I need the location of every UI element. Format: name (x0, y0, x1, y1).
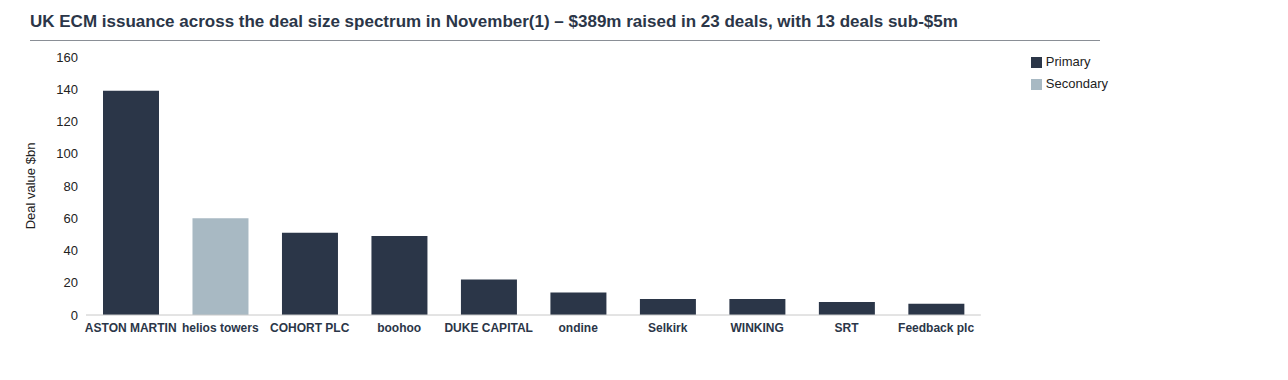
svg-text:Feedback plc: Feedback plc (898, 321, 974, 335)
svg-text:80: 80 (64, 179, 78, 194)
svg-text:COHORT PLC: COHORT PLC (270, 321, 350, 335)
html-text:Secondary: Secondary (1045, 76, 1108, 91)
svg-text:40: 40 (64, 243, 78, 258)
svg-text:boohoo: boohoo (377, 321, 421, 335)
svg-text:WINKING: WINKING (730, 321, 783, 335)
svg-text:20: 20 (64, 275, 78, 290)
svg-text:DUKE CAPITAL: DUKE CAPITAL (444, 321, 532, 335)
svg-text:100: 100 (56, 146, 78, 161)
svg-text:120: 120 (56, 114, 78, 129)
svg-text:60: 60 (64, 211, 78, 226)
svg-text:helios towers: helios towers (182, 321, 259, 335)
svg-text:ondine: ondine (559, 321, 599, 335)
svg-text:ASTON MARTIN: ASTON MARTIN (85, 321, 177, 335)
svg-text:0: 0 (71, 308, 78, 323)
html-text:UK ECM issuance across the dea: UK ECM issuance across the deal size spe… (30, 12, 958, 31)
svg-text:Selkirk: Selkirk (648, 321, 688, 335)
svg-text:Deal value $bn: Deal value $bn (23, 143, 38, 230)
html-text:Primary: Primary (1045, 54, 1091, 69)
svg-text:160: 160 (56, 50, 78, 65)
svg-text:SRT: SRT (835, 321, 860, 335)
svg-text:140: 140 (56, 82, 78, 97)
